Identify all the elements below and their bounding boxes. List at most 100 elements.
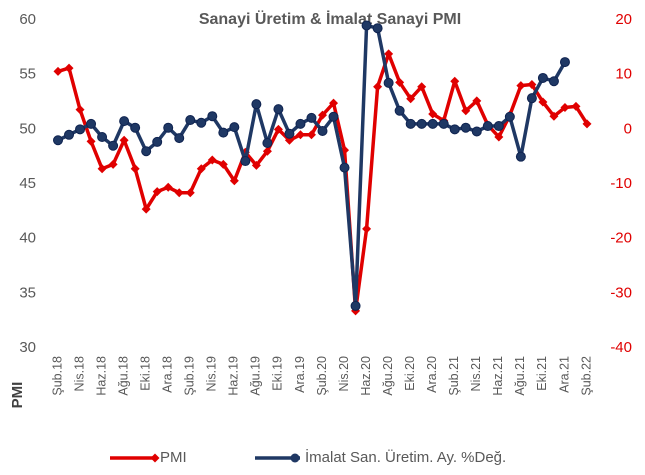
point <box>262 138 273 148</box>
point <box>416 118 427 129</box>
point <box>350 300 361 311</box>
point <box>174 188 184 198</box>
x-tick-label: Eki.18 <box>138 356 152 391</box>
x-tick-label: Haz.18 <box>94 356 108 396</box>
point <box>273 104 284 115</box>
point <box>428 109 438 119</box>
point <box>317 125 328 136</box>
point <box>196 164 206 174</box>
point <box>86 118 97 129</box>
point <box>516 81 526 91</box>
x-tick-label: Nis.20 <box>337 356 351 391</box>
point <box>251 99 262 110</box>
point <box>527 80 537 90</box>
point <box>373 82 383 92</box>
point <box>438 118 449 129</box>
y2-tick-label: 20 <box>615 11 632 28</box>
point <box>284 128 295 139</box>
point <box>251 160 261 170</box>
x-tick-label: Ara.20 <box>425 356 439 393</box>
point <box>361 20 372 31</box>
point <box>362 224 372 234</box>
point <box>163 122 174 133</box>
point <box>130 122 141 133</box>
point <box>328 111 339 122</box>
point <box>538 97 548 107</box>
x-tick-label: Ara.18 <box>161 356 175 393</box>
point <box>108 140 119 151</box>
point <box>493 121 504 132</box>
point <box>318 110 327 120</box>
point <box>229 122 240 133</box>
x-tick-label: Ağu.21 <box>513 356 527 396</box>
y2-tick-label: -40 <box>610 339 632 356</box>
point <box>97 164 107 174</box>
point <box>395 77 405 87</box>
point <box>108 159 118 169</box>
point <box>218 159 228 169</box>
point <box>141 146 152 157</box>
x-tick-label: Şub.18 <box>50 356 64 396</box>
point <box>339 162 350 173</box>
y2-tick-label: -20 <box>610 230 632 247</box>
point <box>537 72 548 83</box>
point <box>450 76 460 86</box>
point <box>130 164 140 174</box>
point <box>119 135 129 145</box>
point <box>571 101 581 111</box>
point <box>295 118 306 129</box>
x-tick-label: Haz.19 <box>227 356 241 396</box>
point <box>141 204 151 214</box>
point <box>471 126 482 137</box>
point <box>472 96 482 106</box>
point <box>53 66 63 76</box>
x-tick-label: Şub.22 <box>579 356 593 396</box>
point <box>515 151 526 162</box>
legend-marker <box>290 453 300 463</box>
x-tick-label: Nis.19 <box>205 356 219 391</box>
legend-label: PMI <box>160 449 187 466</box>
point <box>97 131 108 142</box>
chart-title: Sanayi Üretim & İmalat Sanayi PMI <box>199 9 461 28</box>
y2-tick-label: -30 <box>610 284 632 301</box>
y-tick-label: 45 <box>19 175 36 192</box>
point <box>549 111 559 121</box>
point <box>372 23 383 34</box>
point <box>207 111 218 122</box>
point <box>185 115 196 126</box>
x-tick-label: Ağu.20 <box>381 356 395 396</box>
point <box>460 122 471 133</box>
point <box>174 133 185 144</box>
point <box>196 117 207 128</box>
x-tick-label: Ağu.19 <box>249 356 263 396</box>
point <box>64 63 74 73</box>
point <box>218 127 229 138</box>
y2-tick-label: 0 <box>624 120 632 137</box>
x-tick-label: Eki.20 <box>403 356 417 391</box>
point <box>75 124 86 135</box>
point <box>163 182 173 192</box>
x-tick-label: Haz.21 <box>491 356 505 396</box>
point <box>306 130 316 140</box>
series-line <box>57 52 589 313</box>
point <box>295 130 305 140</box>
x-tick-label: Ağu.18 <box>116 356 130 396</box>
point <box>53 135 63 146</box>
y-tick-label: 60 <box>19 11 36 28</box>
point <box>559 57 570 68</box>
point <box>582 119 592 129</box>
y2-tick-label: -10 <box>610 175 632 192</box>
point <box>384 49 394 59</box>
point <box>152 187 162 197</box>
point <box>306 112 317 123</box>
point <box>406 94 416 104</box>
point <box>207 155 217 165</box>
point <box>229 176 239 186</box>
legend-marker <box>150 453 160 463</box>
point <box>64 129 75 140</box>
point <box>526 93 537 104</box>
y-tick-label: 40 <box>19 230 36 247</box>
y-tick-label: 55 <box>19 66 36 83</box>
x-tick-label: Nis.18 <box>72 356 86 391</box>
